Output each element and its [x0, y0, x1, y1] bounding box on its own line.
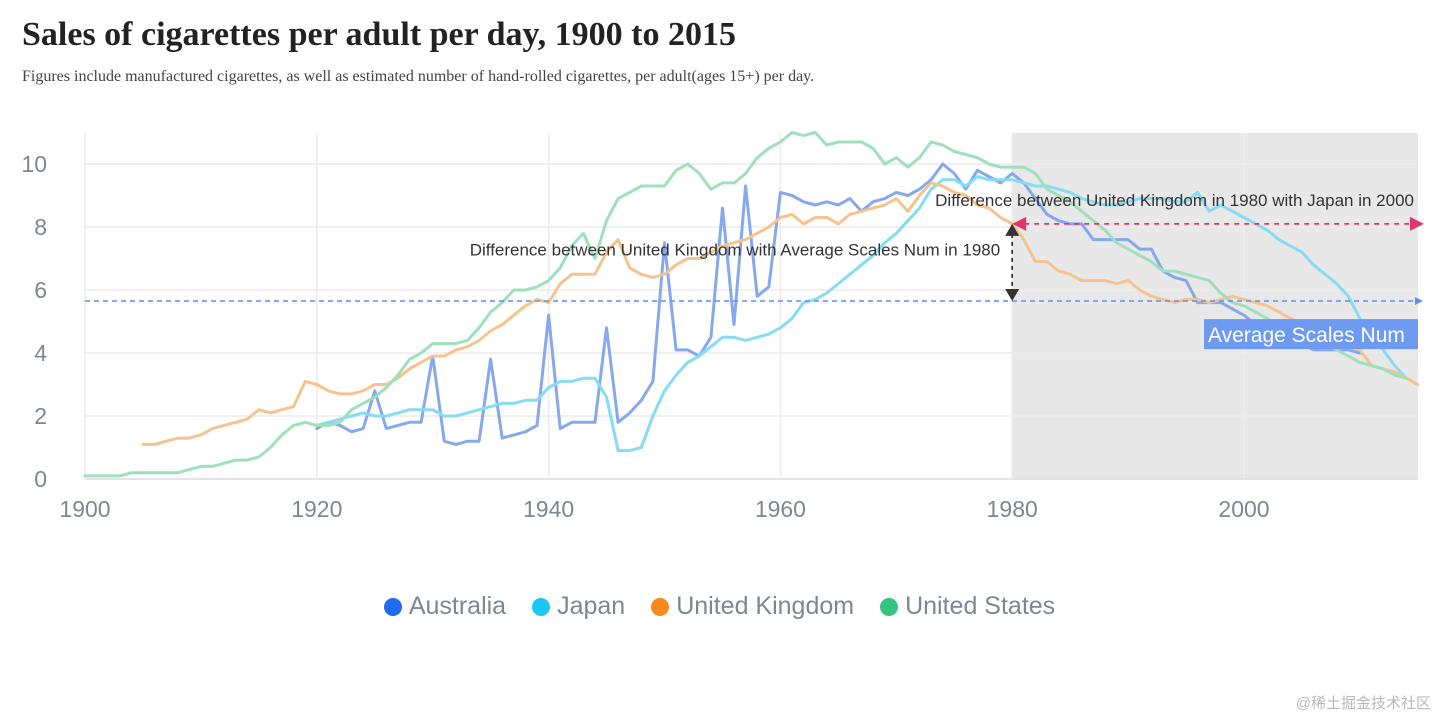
y-tick-label: 10	[21, 151, 47, 177]
legend-label-united-states: United States	[905, 592, 1056, 620]
x-tick-label: 1980	[987, 496, 1038, 522]
uk-japan-diff-arrow-left	[1012, 216, 1027, 231]
x-tick-label: 1960	[755, 496, 806, 522]
x-tick-label: 1940	[523, 496, 574, 522]
line-chart: 0 2 4 6 8 10 1900 1920 1940 1960 1980 2000 Average …	[21, 131, 1424, 522]
uk-average-diff-arrow-down	[1005, 289, 1020, 302]
uk-japan-diff-arrow-right	[1410, 216, 1424, 231]
legend-dot-united-kingdom	[651, 597, 670, 616]
x-tick-label: 1920	[291, 496, 342, 522]
series-line-japan	[315, 175, 1408, 453]
legend-item-australia[interactable]: Australia	[383, 592, 507, 621]
uk-japan-diff-label: Difference between United Kingdom in 198…	[935, 191, 1414, 210]
watermark: @稀土掘金技术社区	[1295, 695, 1431, 712]
average-label-box	[1204, 319, 1418, 350]
x-tick-label: 2000	[1218, 496, 1269, 522]
legend-label-australia: Australia	[408, 592, 507, 620]
y-tick-label: 0	[34, 466, 47, 492]
legend-label-japan: Japan	[557, 592, 626, 620]
legend-dot-japan	[532, 597, 551, 616]
legend-item-united-kingdom[interactable]: United Kingdom	[651, 592, 854, 621]
y-tick-label: 8	[34, 214, 47, 240]
legend-item-japan[interactable]: Japan	[532, 592, 625, 621]
series-line-australia	[315, 162, 1362, 446]
x-tick-label: 1900	[59, 496, 110, 522]
mark-area-1980-2015	[1012, 133, 1418, 479]
y-tick-label: 2	[34, 403, 47, 429]
legend-dot-united-states	[880, 597, 899, 616]
legend-label-united-kingdom: United Kingdom	[676, 592, 855, 620]
uk-average-diff-label: Difference between United Kingdom with A…	[470, 240, 1000, 259]
y-tick-label: 4	[34, 340, 47, 366]
y-tick-label: 6	[34, 277, 47, 303]
uk-average-diff-arrow-up	[1005, 223, 1020, 236]
chart-subtitle: Figures include manufactured cigarettes,…	[22, 68, 815, 85]
average-mark-line-arrow	[1415, 297, 1423, 306]
chart-legend: Australia Japan United Kingdom United St…	[0, 592, 1439, 621]
legend-dot-australia	[383, 597, 402, 616]
legend-item-united-states[interactable]: United States	[880, 592, 1055, 621]
chart-title: Sales of cigarettes per adult per day, 1…	[22, 16, 736, 53]
average-label-text: Average Scales Num	[1208, 324, 1405, 347]
series-line-united-states	[83, 131, 1408, 478]
